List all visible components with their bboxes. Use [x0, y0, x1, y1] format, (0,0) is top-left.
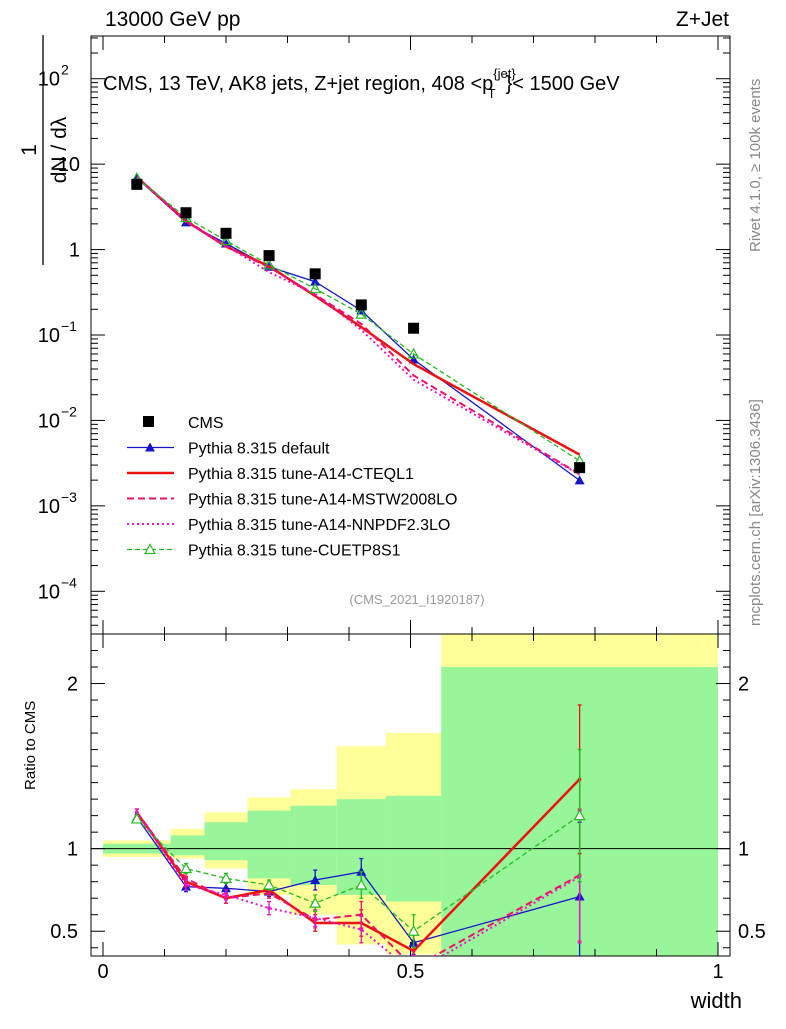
main-marker-default — [310, 276, 321, 286]
ratio-tick-label-right: 1 — [738, 839, 749, 861]
ratio-marker-nnpdf — [184, 883, 188, 887]
ratio-line-cuetp8s1 — [136, 815, 580, 933]
ratio-marker-default — [310, 875, 321, 885]
y-tick-label: 10 — [38, 496, 60, 518]
ratio-marker-nnpdf — [224, 893, 228, 897]
legend-marker-cms — [143, 416, 154, 427]
legend-label-mstw: Pythia 8.315 tune-A14-MSTW2008LO — [188, 492, 457, 509]
ratio-line-mstw — [135, 811, 581, 956]
legend-label-cms: CMS — [188, 415, 224, 432]
band-green-4 — [290, 805, 337, 885]
ratio-tick-label-left: 1 — [67, 839, 78, 861]
rivet-label: Rivet 4.1.0, ≥ 100k events — [747, 78, 764, 252]
ratio-marker-nnpdf — [135, 810, 139, 815]
main-marker-cuetp8s1 — [309, 282, 322, 294]
ratio-tick-label-left: 2 — [67, 674, 78, 696]
x-tick-label: 0 — [97, 961, 108, 983]
ratio-marker-cuetp8s1 — [180, 862, 193, 874]
main-line-cuetp8s1 — [136, 177, 580, 462]
y-tick-label: 10 — [38, 69, 60, 91]
legend-label-nnpdf: Pythia 8.315 tune-A14-NNPDF2.3LO — [188, 517, 450, 534]
main-marker-cuetp8s1 — [263, 258, 276, 270]
band-green-1 — [170, 835, 205, 856]
legend-label-cteql1: Pythia 8.315 tune-A14-CTEQL1 — [188, 466, 414, 483]
main-ylabel-denominator: dN / dλ — [48, 116, 71, 183]
main-marker-cuetp8s1 — [355, 307, 368, 319]
mcplots-label: mcplots.cern.ch [arXiv:1306.3436] — [747, 399, 764, 626]
ratio-marker-cuetp8s1 — [130, 812, 143, 824]
energy-label: 13000 GeV pp — [105, 8, 241, 31]
data-point — [263, 250, 275, 262]
x-tick-label: 0.5 — [397, 961, 425, 983]
ratio-tick-label-right: 0.5 — [738, 921, 766, 943]
main-marker-default — [574, 475, 585, 485]
main-series — [130, 171, 586, 485]
x-axis-label: width — [690, 988, 742, 1013]
y-tick-exponent: −2 — [61, 403, 77, 419]
y-tick-label: 10 — [38, 410, 60, 432]
ratio-marker-default — [221, 883, 231, 893]
ratio-marker-cuetp8s1 — [263, 878, 276, 890]
ratio-series — [130, 704, 586, 956]
y-tick-exponent: 2 — [61, 62, 69, 78]
ratio-marker-cuetp8s1 — [219, 872, 233, 883]
y-tick-label: 10 — [38, 325, 60, 347]
ratio-marker-cuetp8s1 — [355, 878, 368, 890]
y-tick-exponent: −4 — [61, 574, 77, 590]
ratio-line-default — [136, 816, 580, 944]
legend-label-default: Pythia 8.315 default — [188, 441, 330, 458]
legend-marker-default — [145, 442, 155, 452]
chart-title: CMS, 13 TeV, AK8 jets, Z+jet region, 408… — [103, 66, 620, 101]
ratio-marker-cuetp8s1 — [407, 924, 420, 936]
y-tick-exponent: −3 — [61, 489, 77, 505]
main-marker-cuetp8s1 — [219, 234, 233, 246]
ratio-marker-cuetp8s1 — [309, 896, 322, 908]
ratio-tick-label-right: 2 — [738, 674, 749, 696]
legend-label-cuetp8s1: Pythia 8.315 tune-CUETP8S1 — [188, 543, 401, 560]
analysis-id: (CMS_2021_I1920187) — [349, 592, 484, 607]
ratio-marker-cuetp8s1 — [573, 809, 586, 821]
data-point — [355, 299, 367, 311]
ratio-ylabel: Ratio to CMS — [22, 700, 39, 790]
y-tick-label: 1 — [69, 240, 80, 262]
process-label: Z+Jet — [675, 8, 729, 31]
data-point — [574, 462, 586, 474]
x-tick-label: 1 — [712, 961, 723, 983]
band-green-3 — [247, 810, 291, 879]
ratio-marker-nnpdf — [359, 927, 364, 932]
ratio-marker-nnpdf — [313, 916, 317, 920]
y-tick-label: 10 — [38, 581, 60, 603]
main-marker-cuetp8s1 — [407, 347, 420, 359]
y-tick-exponent: −1 — [61, 318, 77, 334]
ratio-bands — [103, 634, 718, 956]
legend-marker-cuetp8s1 — [143, 543, 157, 555]
data-point — [408, 322, 420, 334]
main-ylabel-numerator: 1 — [18, 144, 41, 156]
data-point — [180, 207, 192, 219]
ratio-marker-mstw — [184, 876, 188, 881]
ratio-marker-mstw — [267, 891, 271, 896]
data-point — [309, 268, 321, 280]
y-tick-label: 10 — [58, 154, 80, 176]
ratio-marker-mstw — [359, 912, 364, 917]
main-line-default — [136, 177, 580, 481]
data-point — [131, 178, 143, 190]
main-frame — [90, 35, 731, 635]
main-ylabel: 1 dN / dλ — [18, 35, 71, 265]
legend: CMS Pythia 8.315 default Pythia 8.315 tune… — [127, 415, 457, 560]
band-green-2 — [204, 822, 248, 861]
ratio-marker-nnpdf — [267, 906, 271, 910]
ratio-line-cteql1 — [135, 778, 581, 953]
data-point — [220, 227, 232, 239]
main-line-mstw — [136, 176, 581, 475]
ratio-tick-label-left: 0.5 — [50, 921, 78, 943]
